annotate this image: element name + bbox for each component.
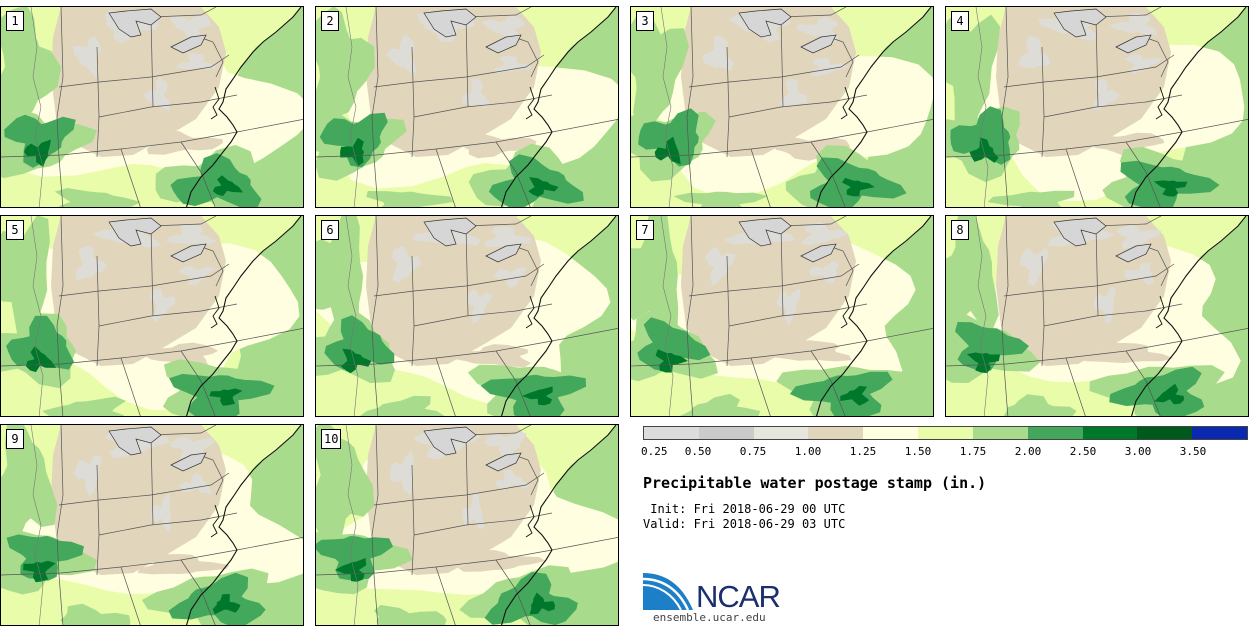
colorbar-tick-label: 3.00 bbox=[1124, 445, 1152, 458]
member-label: 6 bbox=[321, 220, 339, 240]
colorbar-swatch bbox=[918, 427, 973, 439]
colorbar-swatch bbox=[808, 427, 864, 439]
colorbar-swatch bbox=[753, 427, 809, 439]
member-map-9: 9 bbox=[0, 424, 304, 626]
colorbar bbox=[643, 426, 1248, 440]
colorbar-tick-label: 1.50 bbox=[904, 445, 932, 458]
member-label: 2 bbox=[321, 11, 339, 31]
colorbar-swatch bbox=[863, 427, 919, 439]
colorbar-swatch bbox=[972, 427, 1028, 439]
member-label: 7 bbox=[636, 220, 654, 240]
member-label: 10 bbox=[321, 429, 342, 449]
logo-url: ensemble.ucar.edu bbox=[653, 611, 766, 624]
member-map-10: 10 bbox=[315, 424, 619, 626]
init-time: Init: Fri 2018-06-29 00 UTC bbox=[643, 502, 846, 516]
ncar-logo-icon bbox=[643, 573, 693, 611]
member-label: 8 bbox=[951, 220, 969, 240]
member-label: 5 bbox=[6, 220, 24, 240]
member-label: 3 bbox=[636, 11, 654, 31]
colorbar-tick-label: 1.00 bbox=[794, 445, 822, 458]
colorbar-tick-label: 2.50 bbox=[1069, 445, 1097, 458]
member-label: 4 bbox=[951, 11, 969, 31]
figure-title: Precipitable water postage stamp (in.) bbox=[643, 474, 987, 492]
colorbar-tick-label: 0.50 bbox=[684, 445, 712, 458]
colorbar-tick-label: 0.25 bbox=[641, 445, 668, 458]
colorbar-swatch bbox=[1027, 427, 1083, 439]
member-label: 9 bbox=[6, 429, 24, 449]
member-label: 1 bbox=[6, 11, 24, 31]
colorbar-tick-label: 3.50 bbox=[1179, 445, 1207, 458]
colorbar-tick-label: 0.75 bbox=[739, 445, 767, 458]
member-map-1: 1 bbox=[0, 6, 304, 208]
member-map-5: 5 bbox=[0, 215, 304, 417]
valid-time: Valid: Fri 2018-06-29 03 UTC bbox=[643, 517, 846, 531]
colorbar-swatch bbox=[1082, 427, 1138, 439]
colorbar-labels: 0.25 0.50 0.75 1.00 1.25 1.50 1.75 2.00 2.50 3.00… bbox=[641, 445, 1248, 459]
colorbar-swatch bbox=[698, 427, 754, 439]
ncar-logo-text: NCAR bbox=[696, 579, 781, 614]
colorbar-swatch bbox=[1192, 427, 1247, 439]
member-map-6: 6 bbox=[315, 215, 619, 417]
member-map-3: 3 bbox=[630, 6, 934, 208]
member-map-8: 8 bbox=[945, 215, 1249, 417]
colorbar-tick-label: 1.75 bbox=[959, 445, 987, 458]
member-map-4: 4 bbox=[945, 6, 1249, 208]
colorbar-tick-label: 2.00 bbox=[1014, 445, 1042, 458]
member-map-2: 2 bbox=[315, 6, 619, 208]
colorbar-swatch bbox=[644, 427, 699, 439]
colorbar-tick-label: 1.25 bbox=[849, 445, 877, 458]
member-map-7: 7 bbox=[630, 215, 934, 417]
colorbar-swatch bbox=[1137, 427, 1193, 439]
